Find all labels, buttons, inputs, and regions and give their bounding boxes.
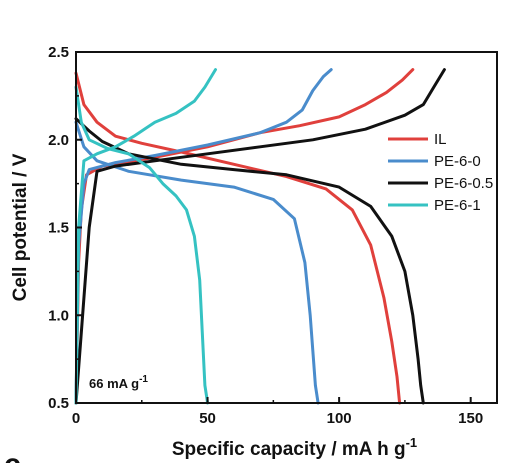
x-tick-label: 50 [199,410,216,427]
x-axis-title-main: Specific capacity / mA h g [172,439,406,460]
ticks-layer: 0 50 100 150 0.5 1.0 1.5 2.0 2.5 [48,44,483,427]
y-tick-label: 1.5 [48,220,69,237]
x-tick-label: 150 [458,410,483,427]
panel-label: c [4,448,21,463]
series-line-discharge [74,117,425,405]
legend: IL PE-6-0 PE-6-0.5 PE-6-1 [388,131,493,214]
legend-label: PE-6-0.5 [434,175,493,192]
x-axis-title: Specific capacity / mA h g-1 [172,435,417,460]
series-line-discharge [74,85,210,405]
y-tick-label: 2.0 [48,132,69,149]
series-line-charge [74,68,333,405]
series-line-discharge [74,120,320,405]
x-axis-title-sup: -1 [406,435,418,450]
rate-annotation-sup: -1 [139,374,148,385]
series-line-discharge [74,71,402,405]
x-tick-label: 0 [72,410,80,427]
series-layer [74,68,446,405]
series-line-charge [74,68,217,405]
legend-label: PE-6-1 [434,197,481,214]
series-line-charge [74,68,446,405]
y-tick-label: 2.5 [48,44,69,61]
rate-annotation-text: 66 mA g [89,376,139,391]
y-tick-label: 0.5 [48,395,69,412]
y-tick-label: 1.0 [48,307,69,324]
x-tick-label: 100 [327,410,352,427]
legend-label: PE-6-0 [434,153,481,170]
plot-frame [75,51,498,404]
y-axis-title: Cell potential / V [10,153,31,301]
series-line-charge [74,68,415,405]
rate-annotation: 66 mA g-1 [89,374,148,391]
legend-label: IL [434,131,447,148]
